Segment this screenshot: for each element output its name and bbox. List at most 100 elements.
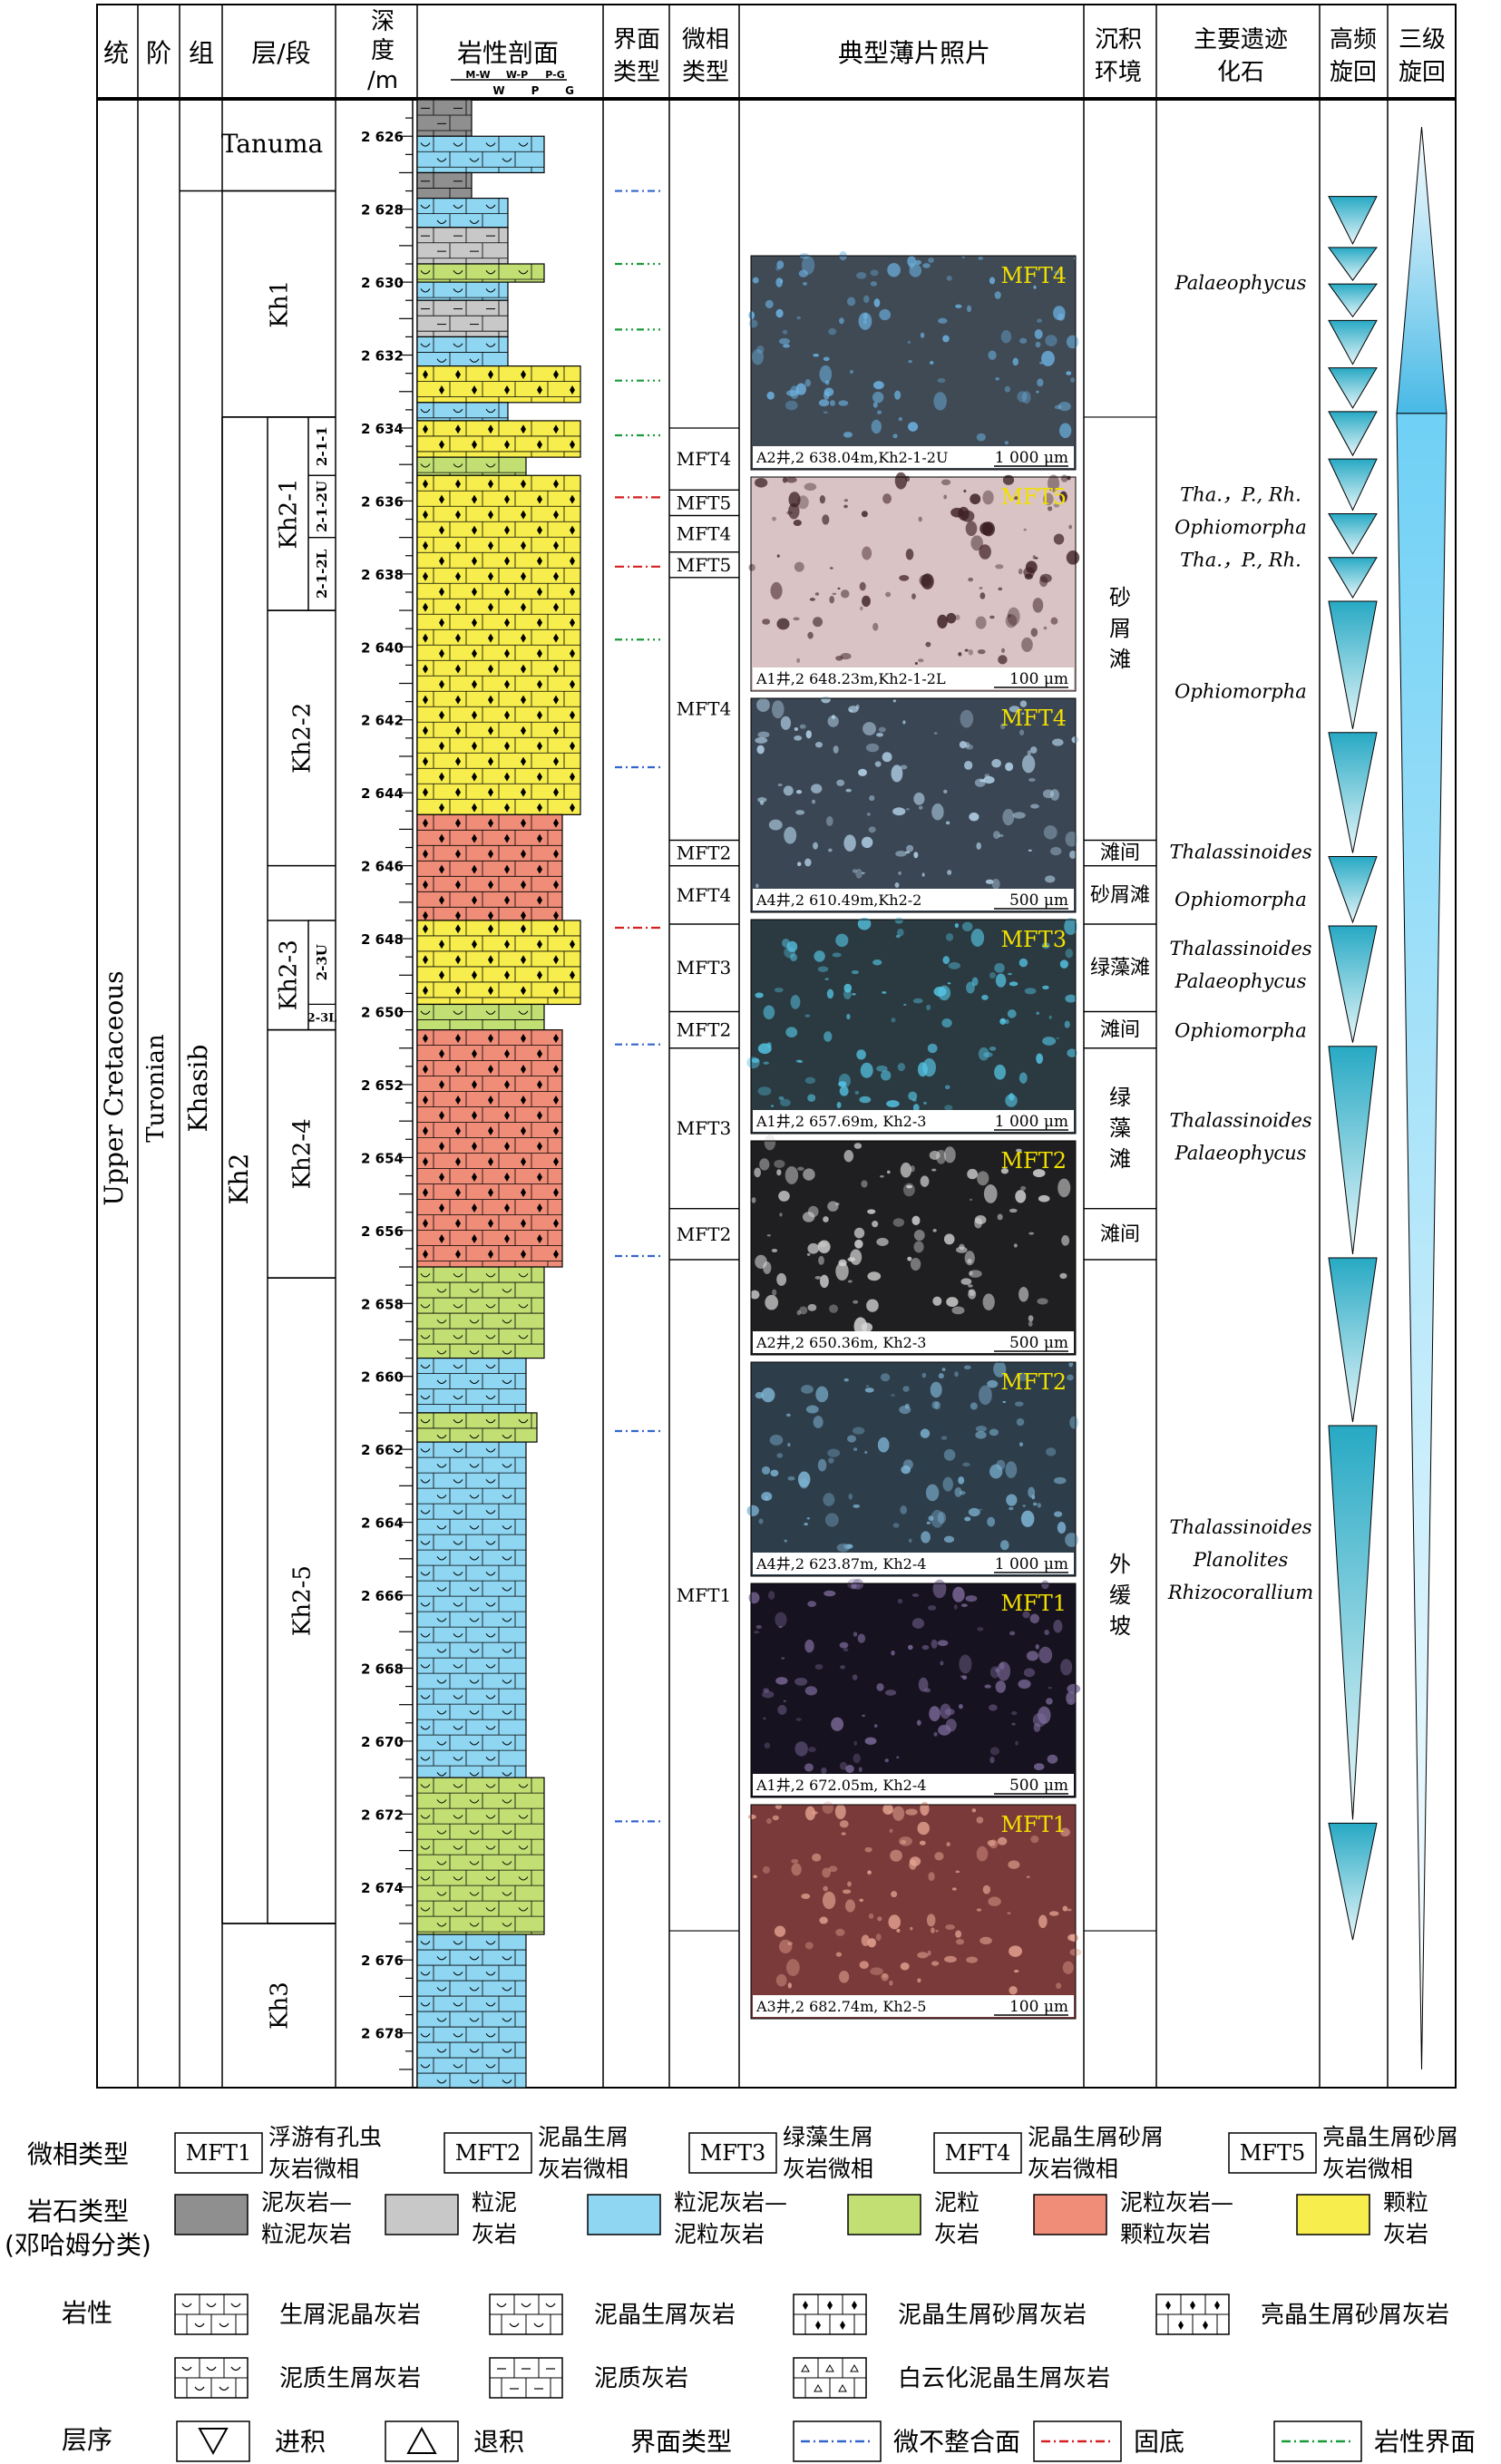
photo-grain xyxy=(839,1761,848,1770)
photo-grain xyxy=(877,1916,882,1922)
photo-grain xyxy=(822,1801,833,1815)
photo-grain xyxy=(937,377,946,384)
photo-grain xyxy=(1067,1374,1074,1381)
peloid-mark xyxy=(553,479,559,489)
photo-grain xyxy=(911,1215,921,1225)
photo-grain xyxy=(872,402,878,408)
peloid-mark xyxy=(472,1172,477,1182)
photo-grain xyxy=(944,1105,953,1111)
legend-mft-desc: 灰岩微相 xyxy=(268,2156,359,2182)
peloid-mark xyxy=(553,924,559,934)
photo-grain xyxy=(752,277,759,284)
photo-grain xyxy=(931,1639,938,1649)
photo-grain xyxy=(790,953,797,961)
bioclast-mark xyxy=(485,270,496,275)
photo-caption-bar xyxy=(753,667,1074,689)
peloid-mark xyxy=(488,1249,493,1259)
bioclast-mark xyxy=(469,1830,480,1835)
bioclast-mark xyxy=(420,2033,431,2038)
photo-grain xyxy=(766,1234,771,1237)
photo-grain xyxy=(813,842,818,850)
peloid-mark xyxy=(455,1095,461,1105)
photo-grain xyxy=(918,805,923,810)
bioclast-mark xyxy=(502,1434,512,1439)
peloid-mark xyxy=(472,803,477,813)
photo-grain xyxy=(871,419,882,434)
photo-grain xyxy=(785,476,797,483)
photo-grain xyxy=(862,1714,866,1718)
photo-grain xyxy=(865,1385,870,1388)
peloid-mark xyxy=(504,1048,510,1058)
photo-grain xyxy=(1005,1094,1018,1107)
legend-lith-label: 生屑泥晶灰岩 xyxy=(279,2302,421,2329)
photo-grain xyxy=(1066,371,1072,375)
bioclast-mark xyxy=(436,1649,447,1653)
photo-grain xyxy=(1020,1510,1035,1527)
photo-grain xyxy=(1013,1243,1018,1248)
peloid-mark xyxy=(504,1172,510,1182)
photo-grain xyxy=(793,520,802,527)
photo-grain xyxy=(785,1165,799,1184)
unit-label: Kh3 xyxy=(267,1982,294,2030)
peloid-mark xyxy=(455,955,461,965)
peloid-mark xyxy=(504,940,510,950)
peloid-mark xyxy=(423,911,428,920)
peloid-mark xyxy=(439,494,444,504)
legend-rock-desc: 灰岩 xyxy=(934,2221,980,2247)
photo-grain xyxy=(1043,825,1058,840)
third-order-progradation xyxy=(1396,413,1447,2070)
peloid-mark xyxy=(439,895,444,905)
photo-grain xyxy=(995,1668,1000,1673)
peloid-mark xyxy=(537,1110,542,1120)
photo-grain xyxy=(977,648,986,655)
peloid-mark xyxy=(472,385,477,394)
bioclast-mark xyxy=(502,1680,512,1684)
lith-bed xyxy=(416,1266,545,1359)
bioclast-mark xyxy=(485,2002,496,2007)
peloid-mark xyxy=(423,1033,428,1043)
bioclast-mark xyxy=(436,1434,447,1439)
bioclast-mark xyxy=(485,1418,496,1424)
legend-rock-swatch xyxy=(174,2194,249,2235)
photo-grain xyxy=(1060,1827,1070,1837)
photo-grain xyxy=(867,1271,882,1281)
bioclast-mark xyxy=(469,1772,480,1777)
env-label-char: 滩 xyxy=(1109,647,1131,672)
photo-grain xyxy=(900,1962,910,1971)
mft-label: MFT4 xyxy=(677,523,731,545)
env-label: 砂屑滩 xyxy=(1090,884,1150,907)
photo-grain xyxy=(975,616,987,629)
photo-grain xyxy=(847,1881,852,1887)
bioclast-mark xyxy=(436,1289,447,1293)
photo-grain xyxy=(876,410,882,414)
peloid-mark xyxy=(521,787,526,797)
photo-grain xyxy=(807,1094,816,1102)
photo-grain xyxy=(902,720,906,725)
photo-grain xyxy=(891,1394,895,1397)
peloid-mark xyxy=(455,1187,461,1197)
photo-grain xyxy=(929,1150,941,1160)
depth-tick-label: 2 652 xyxy=(361,1077,404,1094)
photo-grain xyxy=(1004,441,1009,445)
peloid-mark xyxy=(423,818,428,828)
photo-grain xyxy=(864,1737,877,1745)
bioclast-mark xyxy=(485,1726,496,1730)
peloid-mark xyxy=(504,1141,510,1151)
legend-mft-desc: 亮晶生屑砂屑 xyxy=(1322,2124,1458,2150)
photo-grain xyxy=(850,369,853,375)
peloid-mark xyxy=(553,911,559,920)
photo-grain xyxy=(775,1973,787,1987)
photo-grain xyxy=(847,1544,853,1548)
photo-grain xyxy=(762,1690,775,1699)
photo-grain xyxy=(757,1086,772,1096)
photo-grain xyxy=(1073,257,1077,260)
peloid-mark xyxy=(537,494,542,504)
photo-grain xyxy=(882,1804,893,1815)
photo-grain xyxy=(1039,573,1052,583)
photo-grain xyxy=(762,618,771,625)
bioclast-mark xyxy=(518,1876,529,1881)
photo-grain xyxy=(968,1289,977,1300)
photo-grain xyxy=(814,1276,822,1280)
